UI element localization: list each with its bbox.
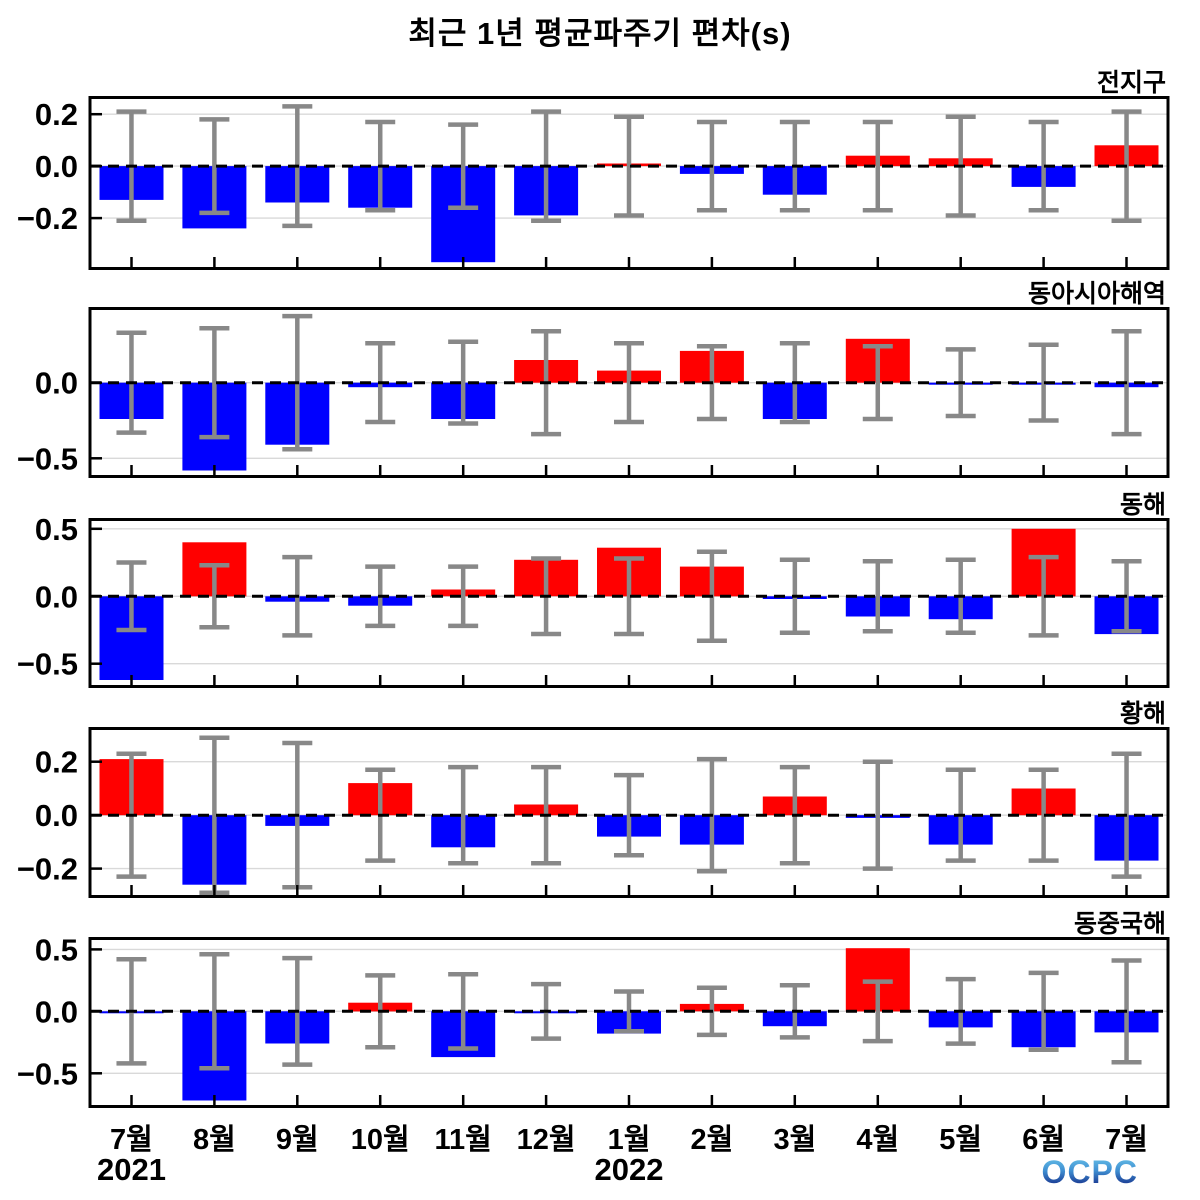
panel-plot-1: 0.2 0.0 −0.2 (17, 96, 1170, 270)
month-label: 2월 (690, 1124, 734, 1156)
y-tick-label: −0.2 (17, 852, 78, 887)
month-label: 8월 (192, 1124, 236, 1156)
y-tick-label: 0.0 (35, 149, 78, 184)
month-label: 9월 (275, 1124, 319, 1156)
plot-border (88, 96, 1170, 270)
month-label: 3월 (773, 1124, 817, 1156)
y-tick-label: 0.5 (35, 937, 78, 967)
plot-border (88, 727, 1170, 898)
month-label: 11월 (434, 1124, 492, 1156)
plot-border (88, 307, 1170, 478)
y-tick-label: 0.0 (35, 994, 78, 1029)
plot-border (88, 937, 1170, 1108)
month-label: 4월 (856, 1124, 900, 1156)
chart-title: 최근 1년 평균파주기 편차(s) (408, 16, 792, 51)
month-label: 6월 (1022, 1124, 1066, 1156)
panel-label: 동중국해 (1073, 910, 1166, 938)
month-label: 1월 (607, 1124, 651, 1156)
plot-border (88, 518, 1170, 688)
y-tick-label: 0.5 (35, 518, 78, 547)
panel-plot-3: 0.5 0.0 −0.5 (17, 518, 1170, 688)
y-tick-label: −0.2 (17, 201, 78, 236)
month-label: 7월 (110, 1124, 153, 1156)
panel-plot-4: 0.2 0.0 −0.2 (17, 727, 1170, 898)
year-label: 2022 (594, 1152, 664, 1187)
panel-plot-2: 0.0 −0.5 (17, 307, 1170, 478)
y-tick-label: 0.0 (35, 366, 78, 401)
panel-label: 동아시아해역 (1027, 280, 1166, 308)
y-tick-label: 0.0 (35, 798, 78, 833)
panel-label: 황해 (1119, 700, 1166, 728)
month-label: 5월 (939, 1124, 983, 1156)
ocpc-logo: OCPC (1041, 1154, 1138, 1190)
y-tick-label: 0.0 (35, 579, 78, 614)
y-tick-label: 0.2 (35, 745, 78, 780)
panel-label: 전지구 (1096, 69, 1166, 97)
y-tick-label: −0.5 (17, 647, 78, 682)
panel-label: 동해 (1119, 491, 1166, 519)
y-tick-label: 0.2 (35, 97, 78, 132)
month-label: 10월 (350, 1124, 410, 1156)
y-tick-label: −0.5 (17, 441, 78, 476)
month-label: 7월 (1105, 1124, 1148, 1156)
month-label: 12월 (516, 1124, 576, 1156)
y-tick-label: −0.5 (17, 1056, 78, 1091)
panel-plot-5: 0.5 0.0 −0.5 (17, 937, 1170, 1108)
year-label: 2021 (96, 1152, 166, 1187)
